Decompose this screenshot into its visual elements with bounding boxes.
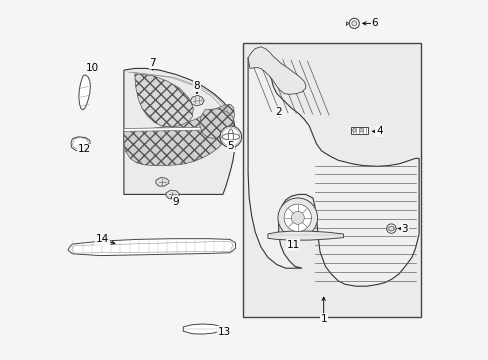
Polygon shape	[190, 95, 204, 106]
Text: 7: 7	[149, 58, 156, 68]
Polygon shape	[267, 231, 343, 240]
Text: 2: 2	[275, 107, 282, 117]
Circle shape	[352, 129, 355, 132]
Text: 3: 3	[401, 224, 407, 234]
Polygon shape	[123, 68, 235, 194]
Text: 13: 13	[218, 327, 231, 337]
Circle shape	[351, 21, 356, 26]
Polygon shape	[123, 127, 234, 131]
Circle shape	[348, 18, 359, 28]
Polygon shape	[156, 177, 168, 186]
Circle shape	[277, 198, 317, 238]
Polygon shape	[134, 74, 193, 128]
Bar	[242, 43, 420, 317]
Circle shape	[386, 224, 395, 233]
Text: 12: 12	[78, 144, 91, 154]
Polygon shape	[68, 239, 235, 256]
Polygon shape	[183, 324, 221, 334]
Text: 8: 8	[193, 81, 200, 91]
Polygon shape	[350, 127, 367, 134]
Polygon shape	[71, 137, 90, 151]
Text: 4: 4	[375, 126, 382, 136]
Circle shape	[291, 211, 304, 224]
Text: 5: 5	[227, 141, 234, 151]
Polygon shape	[247, 58, 418, 286]
Polygon shape	[247, 47, 305, 94]
Polygon shape	[199, 109, 233, 139]
Text: 1: 1	[320, 314, 326, 324]
Circle shape	[284, 204, 311, 231]
Text: 6: 6	[371, 18, 377, 28]
Text: 9: 9	[172, 197, 179, 207]
Circle shape	[220, 126, 241, 148]
Text: 10: 10	[86, 63, 99, 73]
Text: 14: 14	[96, 234, 109, 244]
Polygon shape	[166, 190, 179, 199]
Polygon shape	[123, 104, 234, 166]
Circle shape	[359, 129, 363, 132]
Text: 11: 11	[286, 240, 299, 250]
Circle shape	[388, 226, 393, 231]
Polygon shape	[79, 75, 90, 110]
